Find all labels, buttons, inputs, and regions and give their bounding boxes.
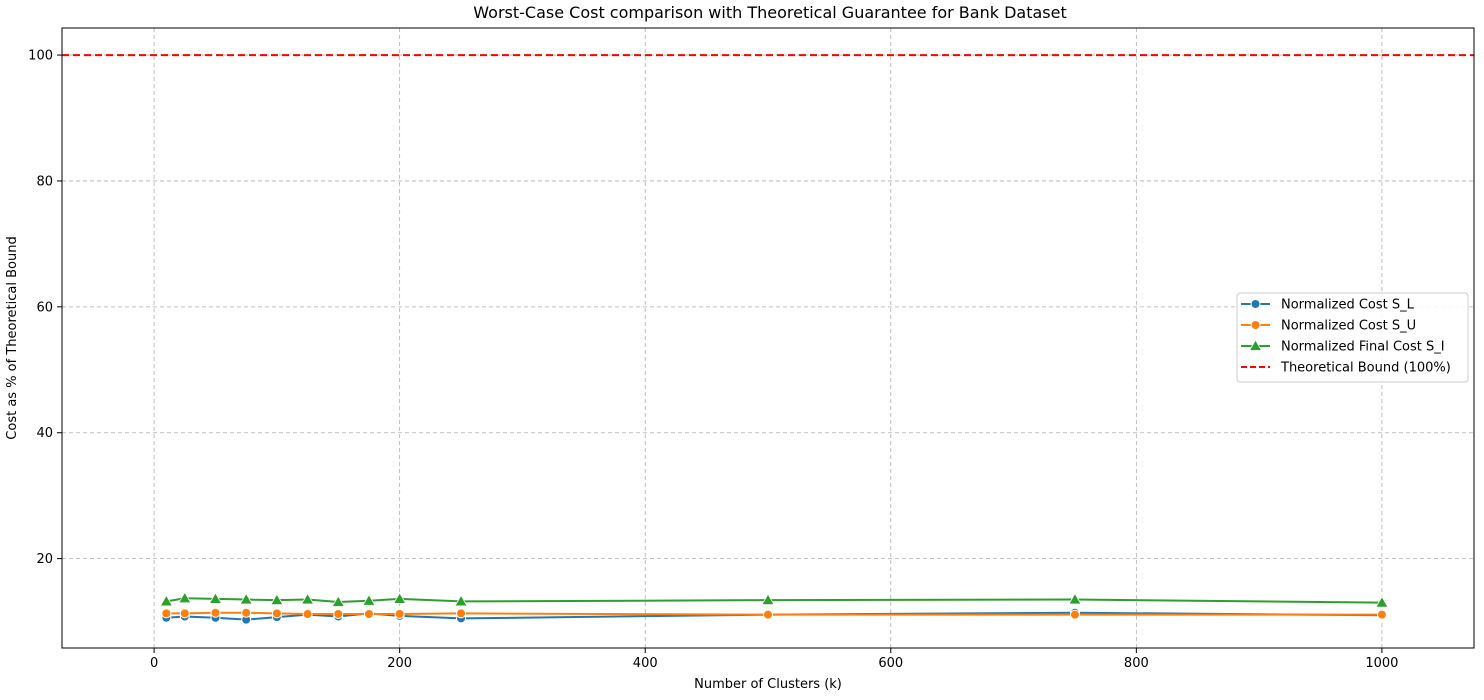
chart-title: Worst-Case Cost comparison with Theoreti… [473,3,1066,22]
x-tick-label: 800 [1124,656,1149,671]
data-point-triangle [392,592,407,604]
y-tick-label: 60 [36,300,53,315]
data-point-triangle [362,593,376,606]
y-tick-label: 100 [28,49,53,64]
x-tick-label: 1000 [1365,656,1398,671]
y-tick-label: 80 [36,174,53,189]
x-tick-label: 0 [150,656,158,671]
data-point-triangle [300,592,315,605]
legend: Normalized Cost S_L Normalized Cost S_U No… [1236,292,1469,383]
data-point [363,609,374,620]
data-point-triangle [239,592,253,605]
data-point-triangle [270,593,284,606]
y-axis-title: Cost as % of Theoretical Bound [5,236,20,439]
data-point [1376,609,1387,620]
data-point-triangle [331,595,345,607]
y-tick-label: 20 [36,552,53,567]
data-point [1069,609,1080,620]
data-point [302,609,313,620]
data-point-triangle [159,594,174,607]
legend-marker-triangle [1248,339,1263,351]
data-point [763,609,773,620]
series-layer [159,591,1389,625]
data-point-triangle [454,594,468,607]
data-point [179,608,190,619]
data-point-triangle [208,592,223,604]
data-point [394,609,405,620]
legend-marker [1250,299,1261,309]
x-tick-label: 600 [878,656,903,671]
data-point [161,608,172,619]
data-point [210,607,221,618]
data-point [456,608,467,619]
y-tick-label: 40 [36,426,53,441]
legend-label: Normalized Cost S_U [1281,319,1416,334]
axis-ticks: 0 200 400 600 800 1000 20 40 60 80 100 [28,49,1398,671]
data-point [271,608,282,619]
data-point-triangle [178,591,192,604]
data-point [241,607,252,618]
x-tick-label: 200 [387,656,412,671]
data-point-triangle [1068,592,1082,605]
x-axis-title: Number of Clusters (k) [694,677,842,692]
legend-label: Theoretical Bound (100%) [1280,361,1451,376]
data-point-triangle [761,593,775,606]
data-point-triangle [1375,595,1389,608]
legend-label: Normalized Final Cost S_I [1281,340,1445,355]
legend-box [1236,292,1469,383]
x-tick-label: 400 [633,656,658,671]
data-point [333,609,344,620]
plot-area-frame [61,27,1475,649]
legend-marker [1250,320,1261,330]
legend-label: Normalized Cost S_L [1281,298,1415,313]
